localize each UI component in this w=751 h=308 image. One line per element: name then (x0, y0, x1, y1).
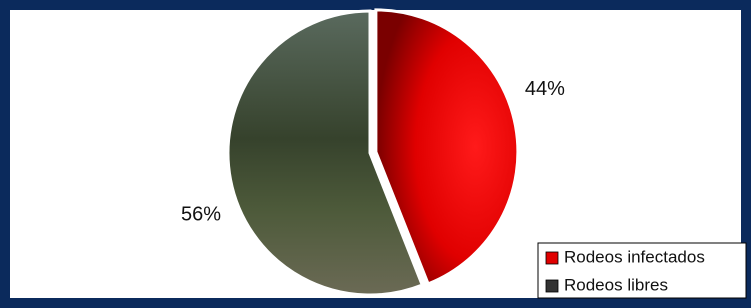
legend-swatch (546, 252, 558, 264)
data-label: 56% (181, 204, 221, 226)
legend-swatch (546, 280, 558, 292)
legend-label: Rodeos libres (564, 275, 668, 294)
legend-label: Rodeos infectados (564, 247, 705, 266)
chart: 44% 56% Rodeos infectados Rodeos libres (0, 0, 751, 308)
data-label: 44% (525, 78, 565, 100)
